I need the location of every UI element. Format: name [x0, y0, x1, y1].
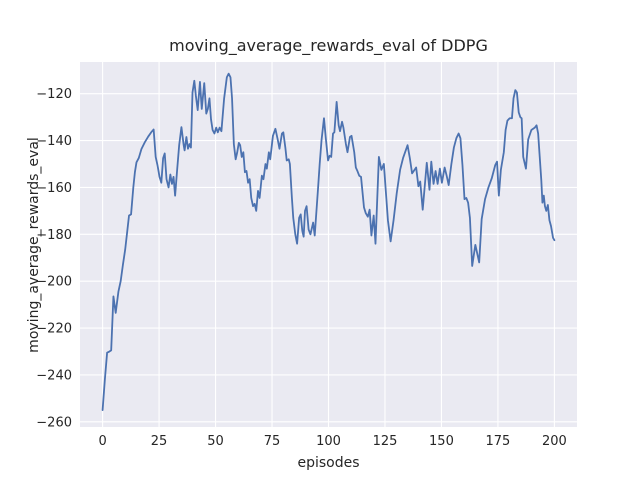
- x-tick-label: 50: [207, 434, 224, 449]
- y-axis-label: moving_average_rewards_eval: [26, 137, 42, 353]
- x-tick-label: 200: [542, 434, 567, 449]
- chart-title: moving_average_rewards_eval of DDPG: [169, 36, 488, 55]
- y-tick-label: −200: [36, 275, 72, 290]
- y-tick-label: −120: [36, 87, 72, 102]
- reward-line: [101, 72, 556, 412]
- x-tick-label: 75: [264, 434, 281, 449]
- x-tick-label: 125: [373, 434, 398, 449]
- x-tick-label: 100: [316, 434, 341, 449]
- y-tick-label: −240: [36, 368, 72, 383]
- y-tick-label: −160: [36, 181, 72, 196]
- y-tick-label: −220: [36, 322, 72, 337]
- y-tick-label: −260: [36, 415, 72, 430]
- x-tick-label: 175: [486, 434, 511, 449]
- x-tick-label: 0: [98, 434, 106, 449]
- x-axis-label: episodes: [297, 455, 360, 471]
- y-tick-label: −180: [36, 228, 72, 243]
- y-tick-label: −140: [36, 134, 72, 149]
- x-tick-label: 25: [151, 434, 168, 449]
- x-tick-label: 150: [429, 434, 454, 449]
